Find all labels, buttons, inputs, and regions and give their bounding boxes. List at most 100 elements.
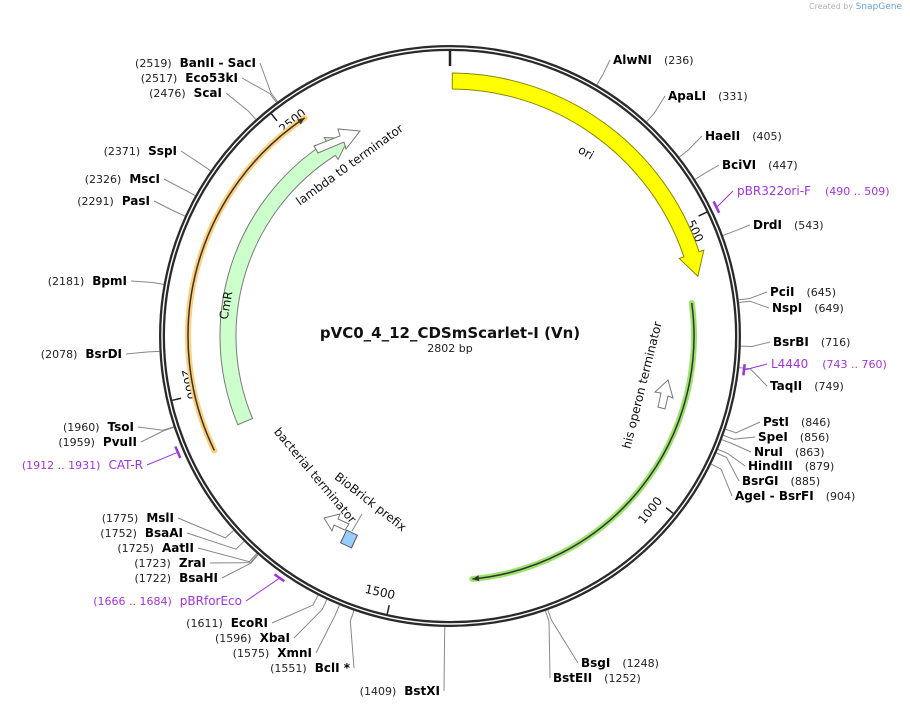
enzyme-site[interactable]: PciI (645): [770, 285, 836, 299]
enzyme-site[interactable]: (2291) PasI: [77, 194, 150, 208]
enzyme-site[interactable]: BciVI (447): [722, 158, 798, 172]
enzyme-site[interactable]: DrdI (543): [753, 218, 824, 232]
enzyme-site[interactable]: (1960) TsoI: [63, 420, 134, 434]
enzyme-name: MslI: [146, 511, 174, 525]
leader-line: [163, 178, 196, 197]
enzyme-site[interactable]: (1596) XbaI: [215, 631, 290, 645]
primer-range: (1912 .. 1931): [22, 459, 101, 472]
enzyme-site[interactable]: (1775) MslI: [102, 511, 174, 525]
primer-label[interactable]: pBR322ori-F (490 .. 509): [737, 184, 890, 198]
biobrick-prefix-box[interactable]: [339, 529, 359, 549]
leader-line: [544, 610, 551, 679]
enzyme-site[interactable]: (2078) BsrDI: [41, 347, 122, 361]
primer-name: pBRforEco: [180, 594, 242, 608]
primer-name: CAT-R: [108, 458, 143, 472]
enzyme-position: (2476): [149, 87, 186, 100]
tick-2000: [172, 397, 182, 402]
enzyme-name: AgeI - BsrFI: [735, 489, 814, 503]
enzyme-site[interactable]: (1575) XmnI: [233, 646, 312, 660]
feature-label-ori[interactable]: ori: [576, 143, 597, 163]
leader-line: [271, 595, 319, 624]
tick-1000: [665, 507, 674, 514]
feature-his-operon-terminator-halo[interactable]: [469, 299, 697, 582]
enzyme-position: (1248): [622, 657, 659, 670]
enzyme-site[interactable]: (2517) Eco53kI: [141, 71, 238, 85]
enzyme-site[interactable]: (2326) MscI: [85, 172, 160, 186]
enzyme-name: AatII: [162, 541, 194, 555]
enzyme-name: BsaAI: [145, 526, 183, 540]
primer-mark[interactable]: [712, 200, 721, 214]
leader-line: [315, 604, 340, 654]
primer-mark[interactable]: [742, 364, 746, 376]
enzyme-name: HindIII: [748, 459, 793, 473]
enzyme-site[interactable]: (1725) AatII: [117, 541, 194, 555]
enzyme-position: (649): [814, 302, 844, 315]
bacterial-terminator-arrow-icon[interactable]: [323, 513, 350, 533]
enzyme-site[interactable]: NspI (649): [772, 301, 844, 315]
enzyme-site[interactable]: NruI (863): [754, 445, 825, 459]
enzyme-site[interactable]: (1959) PvuII: [58, 435, 137, 449]
enzyme-site[interactable]: BsrBI (716): [773, 335, 850, 349]
primer-label[interactable]: (1666 .. 1684) pBRforEco: [93, 594, 242, 608]
biobrick-leader: [351, 513, 363, 532]
enzyme-name: XmnI: [277, 646, 312, 660]
enzyme-site[interactable]: AlwNI (236): [613, 53, 694, 67]
enzyme-position: (1409): [360, 685, 397, 698]
enzyme-name: PasI: [122, 194, 150, 208]
enzyme-site[interactable]: (1722) BsaHI: [135, 571, 218, 585]
leader-line: [259, 62, 278, 102]
credit-prefix: Created by: [809, 2, 854, 11]
enzyme-site[interactable]: SpeI (856): [758, 430, 829, 444]
enzyme-site[interactable]: (2476) ScaI: [149, 86, 222, 100]
enzyme-site[interactable]: (1551) BclI *: [270, 661, 351, 675]
feature-label-cmr[interactable]: CmR: [217, 290, 236, 320]
feature-label-his-terminator[interactable]: his operon terminator: [620, 320, 665, 450]
leader-line: [293, 599, 328, 639]
enzyme-name: ScaI: [194, 86, 222, 100]
leader-line: [180, 150, 211, 172]
feature-arrowhead-icon: [472, 575, 480, 582]
enzyme-site[interactable]: (1723) ZraI: [134, 556, 206, 570]
enzyme-site[interactable]: HaeII (405): [705, 129, 782, 143]
enzyme-site[interactable]: (1409) BstXI: [360, 684, 440, 698]
primer-label[interactable]: (1912 .. 1931) CAT-R: [22, 458, 143, 472]
primer-label[interactable]: L4440 (743 .. 760): [771, 357, 887, 371]
enzyme-site[interactable]: (2371) SspI: [104, 144, 177, 158]
tick-label-1000: 1000: [635, 494, 665, 527]
credit-brand: SnapGene: [855, 2, 902, 12]
enzyme-site[interactable]: (2519) BanII - SacI: [135, 56, 256, 70]
enzyme-site[interactable]: AgeI - BsrFI (904): [735, 489, 855, 503]
leader-line: [596, 59, 611, 86]
enzyme-position: (1252): [604, 672, 641, 685]
leader-line: [225, 92, 257, 120]
enzyme-site[interactable]: BsgI (1248): [581, 656, 659, 670]
enzyme-position: (885): [791, 475, 821, 488]
feature-ori[interactable]: [451, 72, 705, 278]
enzyme-site[interactable]: BstEII (1252): [553, 671, 641, 685]
primer-mark[interactable]: [273, 573, 285, 583]
enzyme-name: BciVI: [722, 158, 756, 172]
enzyme-site[interactable]: PstI (846): [763, 415, 831, 429]
enzyme-site[interactable]: HindIII (879): [748, 459, 834, 473]
enzyme-site[interactable]: TaqII (749): [770, 379, 844, 393]
his-terminator-arrow-icon[interactable]: [653, 379, 674, 410]
enzyme-position: (1575): [233, 647, 270, 660]
primer-leader: [245, 578, 280, 602]
enzyme-name: BsrBI: [773, 335, 809, 349]
enzyme-site[interactable]: (1611) EcoRI: [186, 616, 268, 630]
enzyme-site[interactable]: (1752) BsaAI: [100, 526, 183, 540]
feature-his-operon-terminator-line: [472, 302, 695, 580]
leader-line: [738, 291, 768, 301]
enzyme-site[interactable]: (2181) BpmI: [48, 274, 127, 288]
leader-line: [125, 350, 160, 355]
enzyme-position: (1725): [117, 542, 154, 555]
enzyme-name: TsoI: [108, 420, 134, 434]
enzyme-position: (749): [814, 380, 844, 393]
leader-line: [679, 135, 703, 158]
primer-mark[interactable]: [174, 445, 182, 459]
lambda-terminator-arrow-icon[interactable]: [313, 128, 361, 154]
enzyme-site[interactable]: ApaLI (331): [668, 89, 748, 103]
plasmid-length: 2802 bp: [427, 342, 472, 355]
enzyme-site[interactable]: BsrGI (885): [742, 474, 820, 488]
